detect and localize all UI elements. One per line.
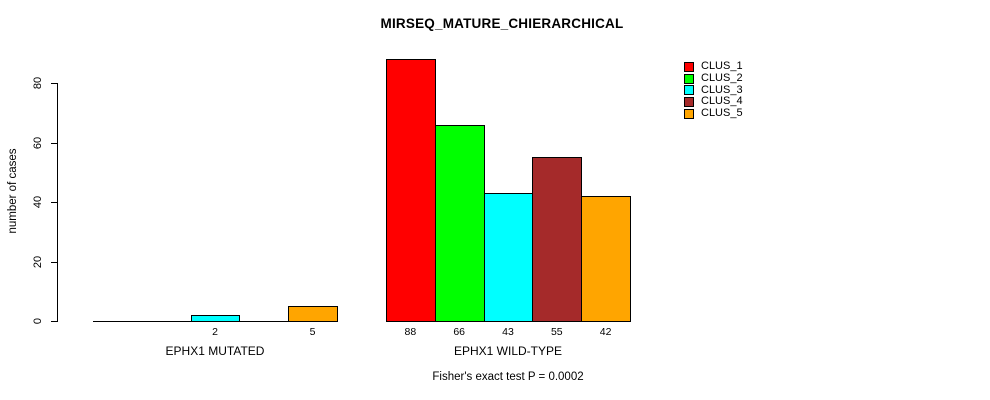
legend-item: CLUS_2 — [684, 73, 743, 85]
bar-clus_5 — [581, 196, 631, 322]
legend-item: CLUS_4 — [684, 96, 743, 108]
legend-swatch-clus_3 — [684, 85, 694, 96]
legend-label: CLUS_2 — [701, 72, 743, 85]
bar-value-label: 42 — [599, 326, 612, 338]
bar-clus_4 — [532, 157, 583, 322]
legend-label: CLUS_1 — [701, 60, 743, 73]
y-tick-label: 20 — [32, 255, 44, 268]
bar-value-label: 55 — [550, 326, 563, 338]
legend-swatch-clus_4 — [684, 96, 694, 107]
bar-clus_3 — [483, 193, 534, 322]
y-tick-label: 80 — [32, 76, 44, 90]
chart-title: MIRSEQ_MATURE_CHIERARCHICAL — [380, 16, 624, 31]
y-tick-label: 60 — [32, 136, 44, 149]
legend: CLUS_1 CLUS_2 CLUS_3 CLUS_4 CLUS_5 — [684, 61, 743, 119]
bar-value-label: 43 — [502, 326, 514, 338]
y-axis-title: number of cases — [7, 148, 19, 234]
y-tick-label: 40 — [32, 195, 44, 209]
bar-value-label: 66 — [453, 326, 466, 338]
legend-label: CLUS_5 — [701, 107, 743, 120]
legend-label: CLUS_3 — [701, 83, 743, 96]
legend-item: CLUS_5 — [684, 108, 743, 120]
bar-value-label: 5 — [309, 326, 316, 338]
legend-swatch-clus_1 — [684, 61, 694, 72]
bar-value-label: 2 — [212, 326, 218, 338]
y-tick-mark — [51, 321, 57, 322]
y-tick-mark — [51, 261, 57, 263]
legend-label: CLUS_4 — [701, 95, 743, 108]
y-tick-mark — [51, 202, 57, 203]
footnote-pvalue: Fisher's exact test P = 0.0002 — [432, 371, 584, 383]
y-tick-mark — [51, 142, 57, 144]
y-axis-line — [57, 83, 58, 322]
x-category-label: EPHX1 MUTATED — [165, 344, 265, 358]
bar-clus_5 — [288, 306, 338, 322]
bar-clus_3 — [190, 315, 241, 322]
x-category-label: EPHX1 WILD-TYPE — [453, 344, 563, 358]
bar-value-label: 88 — [404, 326, 417, 338]
legend-item: CLUS_1 — [684, 61, 743, 73]
legend-swatch-clus_2 — [684, 73, 694, 84]
legend-item: CLUS_3 — [684, 84, 743, 96]
bar-clus_2 — [434, 124, 485, 322]
y-tick-label: 0 — [32, 317, 44, 325]
bar-clus_1 — [386, 59, 436, 322]
legend-swatch-clus_5 — [684, 108, 694, 119]
y-tick-mark — [51, 83, 57, 84]
